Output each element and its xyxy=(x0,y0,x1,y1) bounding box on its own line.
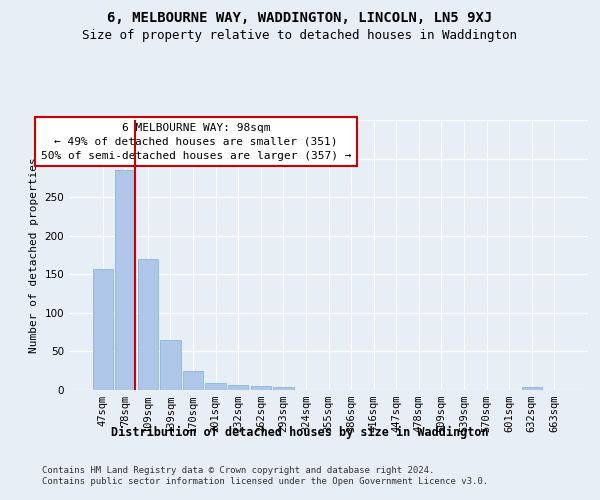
Text: Size of property relative to detached houses in Waddington: Size of property relative to detached ho… xyxy=(83,28,517,42)
Bar xyxy=(251,386,271,390)
Bar xyxy=(115,170,136,390)
Text: Contains HM Land Registry data © Crown copyright and database right 2024.
Contai: Contains HM Land Registry data © Crown c… xyxy=(42,466,488,485)
Bar xyxy=(183,370,203,390)
Bar xyxy=(138,259,158,390)
Text: Distribution of detached houses by size in Waddington: Distribution of detached houses by size … xyxy=(111,426,489,439)
Y-axis label: Number of detached properties: Number of detached properties xyxy=(29,157,39,353)
Bar xyxy=(205,383,226,390)
Bar xyxy=(521,387,542,390)
Bar xyxy=(160,340,181,390)
Text: 6, MELBOURNE WAY, WADDINGTON, LINCOLN, LN5 9XJ: 6, MELBOURNE WAY, WADDINGTON, LINCOLN, L… xyxy=(107,10,493,24)
Text: 6 MELBOURNE WAY: 98sqm
← 49% of detached houses are smaller (351)
50% of semi-de: 6 MELBOURNE WAY: 98sqm ← 49% of detached… xyxy=(41,122,352,160)
Bar xyxy=(228,384,248,390)
Bar xyxy=(273,387,293,390)
Bar xyxy=(92,269,113,390)
